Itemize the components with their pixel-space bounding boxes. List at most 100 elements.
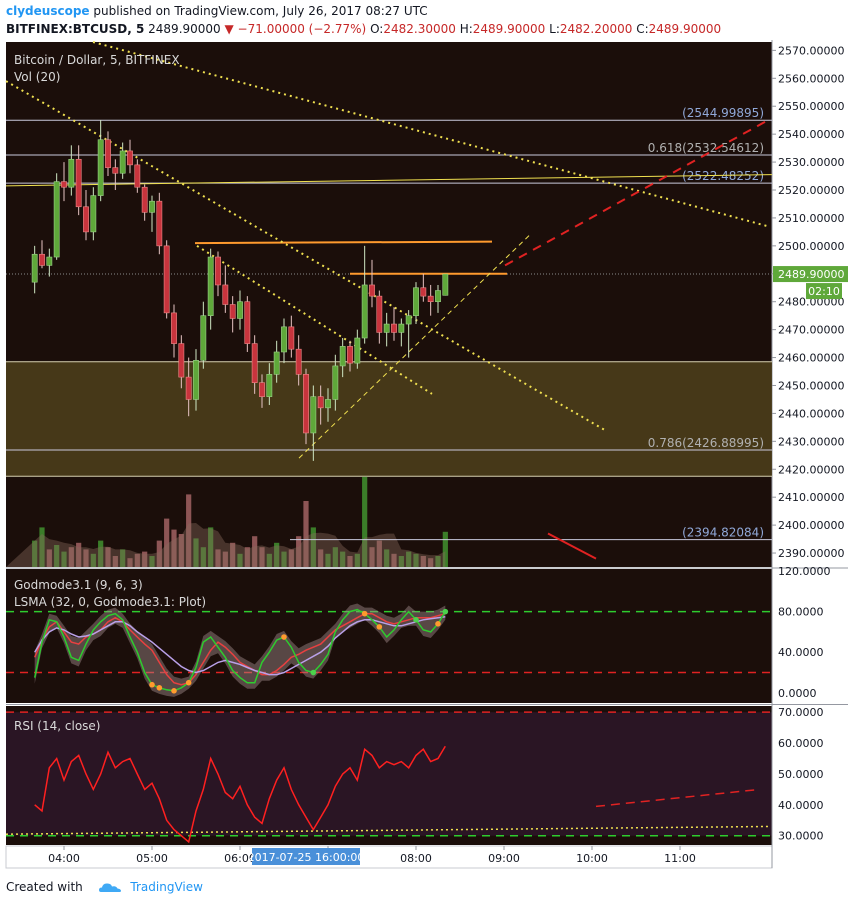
price-axis-label: 2460.00000 [778,352,844,365]
candle-body [332,365,339,400]
candle-body [347,346,353,364]
change-text: ▼ −71.00000 (−2.77%) [224,22,367,36]
volume-bar [428,558,434,567]
godmode-axis-label: 40.0000 [778,646,824,659]
godmode-signal-dot [413,616,419,623]
dotted-trendline [92,41,769,228]
volume-bar [83,549,89,567]
tradingview-brand[interactable]: TradingView [130,880,203,894]
candle-body [413,287,419,316]
price-axis-label: 2510.00000 [778,212,844,225]
candle-body [391,323,397,333]
author-name[interactable]: clydeuscope [6,4,90,18]
volume-bar [266,553,272,567]
candle-body [222,284,229,305]
candle-body [141,186,148,213]
last-price-badge-text: 2489.90000 [778,268,844,281]
volume-ma-area [6,523,446,567]
publish-info: clydeuscope published on TradingView.com… [6,4,428,18]
volume-bar [259,547,265,567]
volume-bar [318,549,324,567]
volume-bar [54,545,60,567]
hover-time-badge [252,848,360,865]
volume-bar [332,547,338,567]
volume-bar [134,553,140,567]
time-axis-label: 06:00 [224,852,256,865]
candle-body [105,139,111,168]
price-axis-label: 2430.00000 [778,435,844,448]
dotted-trendline [5,80,606,432]
candle-body [200,315,207,361]
candle-body [31,253,38,283]
rsi-band-fill [6,712,772,836]
candle-body [61,181,67,188]
volume-bar [281,551,287,567]
price-axis-label: 2450.00000 [778,379,844,392]
candle-body [295,348,302,375]
price-axis-label: 2470.00000 [778,324,844,337]
volume-bar [354,553,360,567]
last-price-text: 2489.90000 [148,22,221,36]
volume-bar [435,556,441,567]
tradingview-cloud-icon [98,883,121,892]
rsi-axis-label: 40.0000 [778,799,824,812]
volume-bar [200,547,206,567]
lsma-series-line [34,615,446,676]
red-line [547,532,597,560]
volume-bar [362,476,368,567]
symbol-bar: BITFINEX:BTCUSD, 5 2489.90000 ▼ −71.0000… [6,22,721,36]
candle-body [97,139,104,196]
candle-body [149,200,155,213]
rsi-axis-label: 70.0000 [778,706,824,719]
volume-bar [127,558,133,567]
candle-body [369,284,375,297]
last-price-badge [773,266,848,283]
price-axis-label: 2410.00000 [778,491,844,504]
volume-bar [310,527,316,567]
time-axis-bg [5,845,773,869]
price-axis-label: 2550.00000 [778,100,844,113]
rsi-line [34,745,446,844]
candle-body [317,396,324,409]
fib-level-label: 0.618(2532.54612) [648,141,764,155]
godmode-axis-label: 120.0000 [778,565,831,578]
high-label: H: [459,22,473,36]
candle-body [163,245,170,314]
volume-bar [369,547,375,567]
lsma-legend: LSMA (32, 0, Godmode3.1: Plot) [14,595,206,609]
time-axis-label: 10:00 [576,852,608,865]
godmode-envelope [34,603,446,697]
footer: Created with TradingView [6,880,203,894]
price-pane-bg [6,42,772,567]
close-value: 2489.90000 [648,22,722,36]
godmode-signal-dot [310,669,317,676]
volume-bar [303,501,309,567]
countdown-text: 02:10 [808,285,840,298]
godmode-signal-dot [361,610,368,617]
candle-body [383,323,390,333]
volume-bar [76,542,82,567]
price-axis-label: 2500.00000 [778,240,844,253]
volume-bar [274,542,280,567]
fib-level-label: (2522.48252) [682,169,764,183]
candle-body [215,256,221,286]
godmode-signal-dot [376,624,383,630]
candle-body [303,374,309,434]
volume-bar [208,527,214,567]
price-axis-label: 2400.00000 [778,519,844,532]
main-legend: Bitcoin / Dollar, 5, BITFINEX [14,53,180,67]
volume-bar [398,556,404,567]
volume-bar [171,529,177,567]
candle-body [39,253,45,266]
volume-bar [413,553,419,567]
chart-canvas[interactable]: (2544.99895) 0.618(2532.54612) (2522.48252… [0,40,848,875]
candle-body [119,150,126,174]
candle-body [68,158,75,188]
volume-bar [193,538,199,567]
rsi-projection-line [595,788,761,808]
volume-bar [296,536,302,567]
godmode-signal-dot [442,608,449,615]
support-zone [6,361,772,477]
candle-body [229,304,236,319]
godmode-signal-dot [281,634,287,640]
